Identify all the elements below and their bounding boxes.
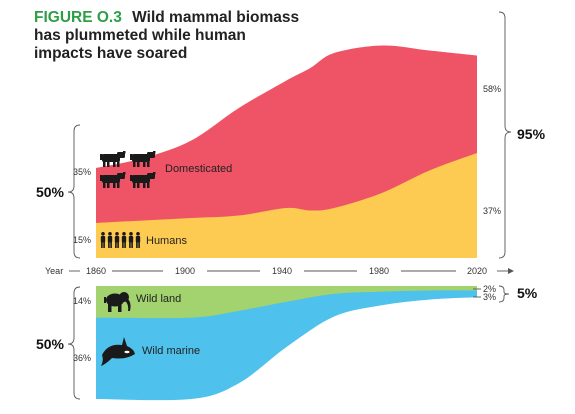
tick-label-1980: 1980 xyxy=(369,266,389,276)
tick-label-2020: 2020 xyxy=(467,266,487,276)
x-axis: Year 1860 1900 1940 1980 2020 xyxy=(45,266,514,276)
brace-right-top xyxy=(498,11,512,259)
figure-title: FIGURE O.3 Wild mammal biomass xyxy=(34,9,299,26)
orca-icon xyxy=(101,337,135,366)
label-wild-land-2020: 2% xyxy=(483,284,496,294)
label-humans-1860: 15% xyxy=(73,235,91,245)
label-wild-marine-1860: 36% xyxy=(73,353,91,363)
label-humans-2020: 37% xyxy=(483,206,501,216)
area-label-wild-marine: Wild marine xyxy=(142,345,200,357)
area-label-humans: Humans xyxy=(146,235,187,247)
label-wild-marine-2020: 3% xyxy=(483,292,496,302)
area-humans xyxy=(96,153,477,258)
brace-left-top xyxy=(67,124,81,259)
tick-label-1900: 1900 xyxy=(175,266,195,276)
brace-value-right-top: 95% xyxy=(517,126,546,142)
elephant-icon xyxy=(104,292,131,312)
figure-label: FIGURE O.3 xyxy=(34,9,122,26)
label-domesticated-2020: 58% xyxy=(483,84,501,94)
top-chart xyxy=(96,45,477,258)
area-label-wild-land: Wild land xyxy=(136,293,181,305)
brace-right-bottom xyxy=(498,285,510,303)
title-line-1: Wild mammal biomass xyxy=(132,9,299,26)
title-line-3: impacts have soared xyxy=(34,45,187,62)
area-label-domesticated: Domesticated xyxy=(165,163,232,175)
axis-arrow-head xyxy=(508,268,514,274)
tick-label-1940: 1940 xyxy=(272,266,292,276)
tick-label-1860: 1860 xyxy=(86,266,106,276)
label-domesticated-1860: 35% xyxy=(73,167,91,177)
label-wild-land-1860: 14% xyxy=(73,296,91,306)
brace-left-bottom xyxy=(67,286,81,400)
brace-value-left-top: 50% xyxy=(36,184,65,200)
bottom-chart xyxy=(96,286,477,401)
brace-value-right-bottom: 5% xyxy=(517,285,538,301)
title-line-2: has plummeted while human xyxy=(34,27,246,44)
brace-value-left-bottom: 50% xyxy=(36,336,65,352)
x-axis-label: Year xyxy=(45,266,63,276)
area-wild-land xyxy=(96,286,477,319)
